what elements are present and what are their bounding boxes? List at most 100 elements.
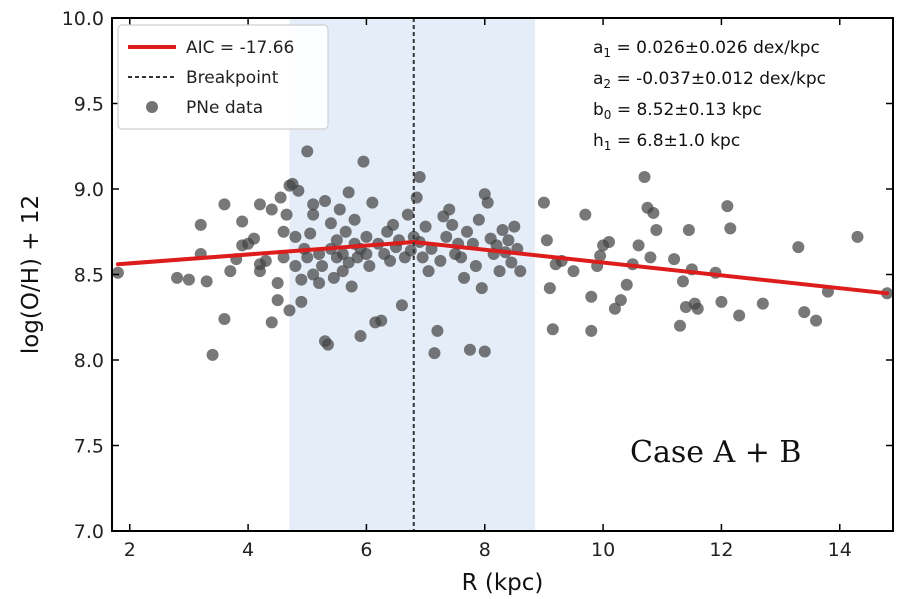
pne-data-point [363, 259, 376, 272]
pne-data-point [395, 299, 408, 312]
pne-data-point [404, 244, 417, 257]
pne-data-point [434, 254, 447, 267]
pne-data-point [493, 265, 506, 278]
pne-data-point [585, 290, 598, 303]
pne-data-point [345, 280, 358, 293]
pne-data-point [682, 224, 695, 237]
pne-data-point [342, 256, 355, 269]
pne-data-point [431, 324, 444, 337]
pne-data-point [490, 239, 503, 252]
pne-data-point [265, 203, 278, 216]
pne-data-point [336, 247, 349, 260]
legend-entry-breakpoint: Breakpoint [186, 68, 279, 88]
x-tick-label: 14 [828, 539, 852, 561]
pne-data-point [543, 282, 556, 295]
pne-data-point [280, 208, 293, 221]
pne-data-point [206, 348, 219, 361]
y-tick-label: 7.5 [74, 436, 104, 458]
pne-data-point [313, 277, 326, 290]
pne-data-point [502, 234, 515, 247]
x-tick-label: 4 [242, 539, 254, 561]
pne-data-point [324, 217, 337, 230]
pne-data-point [446, 218, 459, 231]
pne-data-point [603, 236, 615, 249]
pne-data-point [319, 194, 331, 207]
pne-data-point [253, 198, 266, 211]
pne-data-point [357, 155, 370, 168]
pne-data-point [614, 294, 627, 307]
pne-data-point [472, 213, 485, 226]
pne-data-point [567, 265, 580, 278]
x-tick-label: 6 [360, 539, 372, 561]
pne-data-point [301, 251, 314, 264]
pne-data-point [638, 171, 651, 184]
pne-data-point [292, 184, 305, 197]
pne-data-point [676, 275, 689, 288]
pne-data-point [508, 220, 521, 233]
pne-data-point [428, 347, 441, 360]
pne-data-point [733, 309, 746, 322]
pne-data-point [171, 271, 184, 284]
pne-data-point [327, 271, 340, 284]
pne-data-point [236, 215, 249, 228]
pne-data-point [375, 314, 388, 327]
pne-data-point [248, 232, 260, 245]
pne-data-point [259, 254, 272, 267]
pne-data-point [481, 196, 494, 209]
pne-data-point [443, 203, 456, 216]
pne-data-point [274, 191, 287, 204]
pne-data-point [721, 200, 734, 213]
pne-data-point [295, 295, 308, 308]
pne-data-point [851, 230, 864, 243]
pne-data-point [594, 249, 607, 262]
pne-data-point [632, 239, 645, 252]
pne-data-point [798, 306, 811, 319]
pne-data-point [384, 254, 397, 267]
pne-data-point [756, 297, 769, 310]
legend-entry-fit: AIC = -17.66 [186, 38, 294, 58]
pne-data-point [271, 294, 284, 307]
pne-data-point [455, 251, 468, 264]
pne-data-point [283, 304, 296, 317]
pne-data-point [360, 247, 373, 260]
y-tick-label: 9.0 [74, 179, 104, 201]
fit-parameter: a2 = -0.037±0.012 dex/kpc [593, 69, 826, 91]
pne-data-point [458, 271, 471, 284]
pne-data-point [792, 241, 805, 254]
fit-parameter: b0 = 8.52±0.13 kpc [593, 100, 762, 122]
pne-data-point [724, 222, 737, 235]
y-axis-label: log(O/H) + 12 [18, 195, 44, 354]
x-tick-label: 10 [591, 539, 615, 561]
pne-data-point [647, 206, 660, 219]
pne-data-point [271, 277, 284, 290]
pne-data-point [182, 273, 195, 286]
x-tick-label: 2 [124, 539, 136, 561]
pne-data-point [289, 259, 302, 272]
pne-data-point [440, 230, 453, 243]
y-tick-label: 8.0 [74, 350, 104, 372]
pne-data-point [360, 230, 373, 243]
pne-data-point [289, 230, 302, 243]
pne-data-point [540, 234, 553, 247]
pne-data-point [419, 220, 432, 233]
fit-parameter: a1 = 0.026±0.026 dex/kpc [593, 38, 820, 60]
pne-data-point [461, 225, 473, 238]
x-tick-label: 12 [709, 539, 733, 561]
x-axis-label: R (kpc) [462, 570, 544, 596]
pne-data-point [277, 251, 290, 264]
legend: AIC = -17.66 Breakpoint PNe data [117, 24, 329, 130]
legend-entry-pne: PNe data [186, 98, 263, 118]
pne-data-point [295, 273, 308, 286]
pne-data-point [200, 275, 213, 288]
fit-parameters: a1 = 0.026±0.026 dex/kpc a2 = -0.037±0.01… [593, 38, 826, 153]
pne-data-point [265, 316, 278, 329]
pne-data-point [307, 268, 320, 281]
pne-data-point [339, 225, 352, 238]
pne-data-point [348, 213, 361, 226]
pne-data-point [514, 265, 527, 278]
pne-data-point [650, 224, 663, 237]
pne-data-point [496, 224, 509, 237]
pne-data-point [304, 227, 317, 240]
pne-data-point [224, 265, 237, 278]
